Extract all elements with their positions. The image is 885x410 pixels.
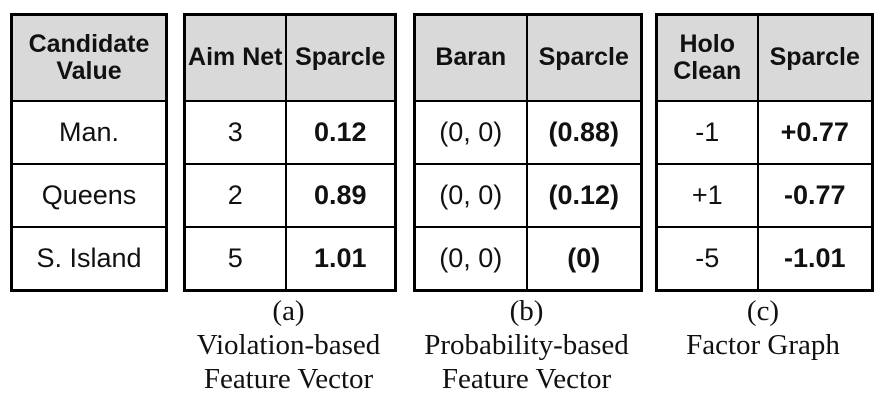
sparcle-cell: (0) (525, 226, 643, 292)
holoclean-cell: -1 (655, 100, 759, 165)
candidate-cell: S. Island (10, 226, 168, 292)
baran-cell: (0, 0) (413, 226, 528, 292)
caption-a-label: (a) (272, 295, 305, 327)
aimnet-cell: 5 (183, 226, 287, 292)
caption-b-line1: Probability-based (424, 329, 629, 361)
caption-a: (a) Violation-based Feature Vector (183, 294, 394, 396)
candidate-cell: Queens (10, 163, 168, 228)
baran-cell: (0, 0) (413, 100, 528, 165)
sparcle-cell: 1.01 (284, 226, 397, 292)
aimnet-cell: 2 (183, 163, 287, 228)
sparcle-header: Sparcle (284, 13, 397, 102)
table-a-violation-based: Aim Net Sparcle 3 0.12 2 0.89 5 1.01 (183, 13, 397, 292)
baran-header: Baran (413, 13, 528, 102)
baran-cell: (0, 0) (413, 163, 528, 228)
caption-a-line2: Feature Vector (203, 363, 374, 395)
sparcle-cell: 0.89 (284, 163, 397, 228)
holoclean-cell: -5 (655, 226, 759, 292)
aimnet-header: Aim Net (183, 13, 287, 102)
sparcle-cell: (0.88) (525, 100, 643, 165)
holoclean-header: Holo Clean (655, 13, 759, 102)
candidate-value-table: Candidate Value Man. Queens S. Island (10, 13, 168, 292)
holoclean-cell: +1 (655, 163, 759, 228)
caption-b-label: (b) (509, 295, 544, 327)
candidate-value-header: Candidate Value (10, 13, 168, 102)
caption-a-line1: Violation-based (196, 329, 381, 361)
aimnet-cell: 3 (183, 100, 287, 165)
table-c-factor-graph: Holo Clean Sparcle -1 +0.77 +1 -0.77 -5 … (655, 13, 874, 292)
caption-b: (b) Probability-based Feature Vector (405, 294, 648, 396)
candidate-cell: Man. (10, 100, 168, 165)
table-b-probability-based: Baran Sparcle (0, 0) (0.88) (0, 0) (0.12… (413, 13, 643, 292)
caption-b-line2: Feature Vector (441, 363, 612, 395)
caption-c: (c) Factor Graph (655, 294, 871, 362)
sparcle-cell: -1.01 (756, 226, 874, 292)
sparcle-header: Sparcle (525, 13, 643, 102)
sparcle-cell: +0.77 (756, 100, 874, 165)
sparcle-cell: 0.12 (284, 100, 397, 165)
sparcle-cell: -0.77 (756, 163, 874, 228)
caption-c-label: (c) (746, 295, 780, 327)
sparcle-header: Sparcle (756, 13, 874, 102)
caption-c-line1: Factor Graph (686, 329, 840, 361)
sparcle-cell: (0.12) (525, 163, 643, 228)
